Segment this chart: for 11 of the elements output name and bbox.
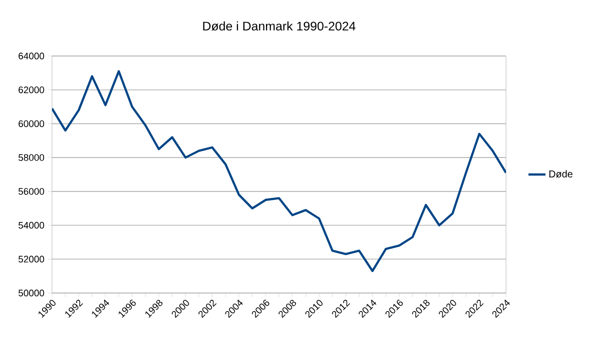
legend-label: Døde	[549, 170, 572, 178]
y-tick-label: 56000	[18, 188, 44, 195]
y-tick-label: 64000	[18, 52, 44, 60]
chart-title: Døde i Danmark 1990-2024	[203, 21, 356, 31]
y-tick-label: 54000	[18, 222, 44, 229]
y-tick-label: 50000	[18, 290, 44, 296]
line-series	[52, 70, 506, 272]
y-tick-label: 62000	[18, 86, 44, 94]
y-tick-label: 52000	[18, 256, 44, 262]
y-tick-label: 58000	[18, 154, 44, 161]
y-tick-label: 60000	[18, 120, 44, 128]
